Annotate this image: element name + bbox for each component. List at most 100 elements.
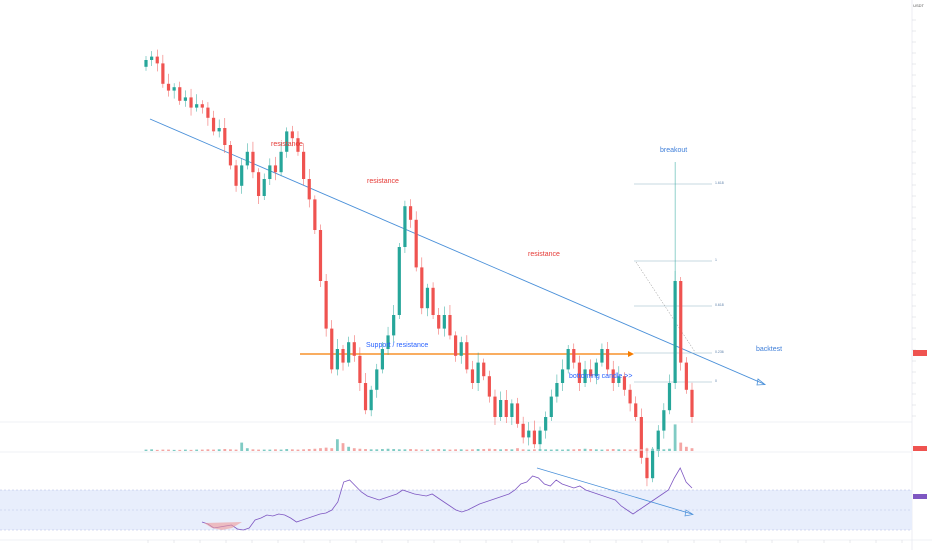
volume-bar: [426, 449, 429, 451]
volume-bar: [262, 449, 266, 451]
candle-body: [268, 165, 272, 179]
candle-body: [206, 107, 210, 118]
volume-bar: [527, 449, 531, 451]
volume-bar: [369, 449, 373, 451]
volume-bar: [555, 449, 559, 451]
volume-tag: [913, 446, 927, 451]
volume-bar: [200, 449, 204, 451]
rsi-divergence-arrow: [684, 509, 694, 517]
candle-body: [172, 87, 176, 91]
candle-body: [605, 349, 610, 370]
trendline-arrow-head: [756, 378, 767, 386]
volume-bar: [397, 449, 401, 451]
volume-bar: [504, 449, 508, 451]
rsi-divergence-line: [536, 467, 693, 515]
candle-body: [234, 165, 238, 186]
volume-bar: [324, 447, 328, 451]
candle-body: [600, 349, 604, 363]
volume-bar: [465, 449, 469, 451]
candle-body: [144, 60, 148, 67]
candle-body: [195, 104, 199, 108]
candle-body: [656, 430, 660, 451]
fib-label-1618: 1.618: [715, 181, 724, 185]
volume-bar: [510, 449, 514, 451]
volume-bar: [150, 449, 154, 451]
candle-body: [200, 104, 204, 108]
candle-body: [279, 151, 283, 173]
candle-body: [465, 342, 469, 370]
volume-bar: [251, 449, 255, 451]
volume-bar: [268, 449, 272, 451]
volume-bar: [184, 449, 187, 451]
volume-bar: [364, 449, 367, 451]
candle-body: [577, 362, 582, 383]
volume-bar: [600, 449, 604, 451]
volume-bar: [561, 449, 564, 451]
volume-bar: [594, 449, 598, 451]
volume-bar: [684, 446, 688, 451]
annotation-backtest: backtest: [756, 346, 783, 353]
ticker-label: USDT: [913, 3, 924, 8]
candle-body: [223, 128, 227, 145]
volume-bar: [645, 448, 649, 451]
candle-body: [431, 287, 435, 315]
volume-bar: [639, 449, 643, 451]
volume-bar: [532, 449, 536, 451]
volume-bar: [403, 449, 407, 451]
annotation-resistance-2: resistance: [367, 178, 399, 185]
candle-body: [583, 369, 587, 383]
volume-bar: [589, 449, 593, 451]
volume-bar: [352, 448, 356, 451]
volume-bar: [257, 449, 260, 451]
candle-body: [183, 97, 188, 101]
candle-body: [313, 199, 317, 230]
candle-body: [589, 369, 593, 377]
candle-body: [408, 206, 413, 220]
candle-body: [679, 281, 683, 363]
rsi-oversold-fill: [204, 522, 242, 530]
candle-body: [493, 396, 497, 417]
volume-bar: [223, 449, 227, 451]
volume-bar: [690, 448, 694, 451]
candle-body: [262, 179, 266, 196]
candle-body: [544, 417, 548, 431]
candle-body: [690, 389, 694, 417]
candle-body: [645, 457, 649, 479]
volume-bar: [634, 449, 638, 451]
volume-bar: [606, 449, 609, 451]
candle-body: [459, 342, 463, 356]
volume-bar: [521, 449, 525, 451]
candle-body: [448, 315, 452, 336]
volume-bar: [279, 449, 283, 451]
volume-bar: [566, 449, 570, 451]
volume-bar: [448, 449, 452, 451]
volume-bar: [442, 449, 446, 451]
annotation-resistance-3: resistance: [528, 251, 560, 258]
candle-body: [560, 369, 565, 383]
fib-label-1: 1: [715, 258, 717, 262]
volume-bar: [167, 449, 170, 451]
candle-body: [538, 430, 542, 445]
candle-body: [617, 376, 621, 383]
volume-bar: [482, 449, 486, 451]
candle-body: [650, 451, 655, 479]
volume-bar: [217, 449, 221, 451]
candle-body: [296, 138, 300, 152]
volume-bar: [330, 448, 334, 451]
volume-bar: [583, 448, 587, 451]
current-price-tag: [913, 350, 927, 356]
candle-body: [628, 389, 632, 404]
candle-body: [442, 315, 446, 329]
candle-body: [673, 281, 677, 383]
volume-bar: [611, 449, 615, 451]
candle-body: [335, 349, 339, 370]
candle-body: [453, 335, 458, 356]
candle-body: [515, 403, 520, 424]
annotation-breakout: breakout: [660, 147, 688, 154]
annotation-resistance-1: resistance: [271, 141, 303, 148]
volume-bar: [459, 449, 463, 451]
candle-body: [155, 56, 159, 64]
volume-bar: [549, 449, 553, 451]
volume-bar: [172, 449, 176, 451]
